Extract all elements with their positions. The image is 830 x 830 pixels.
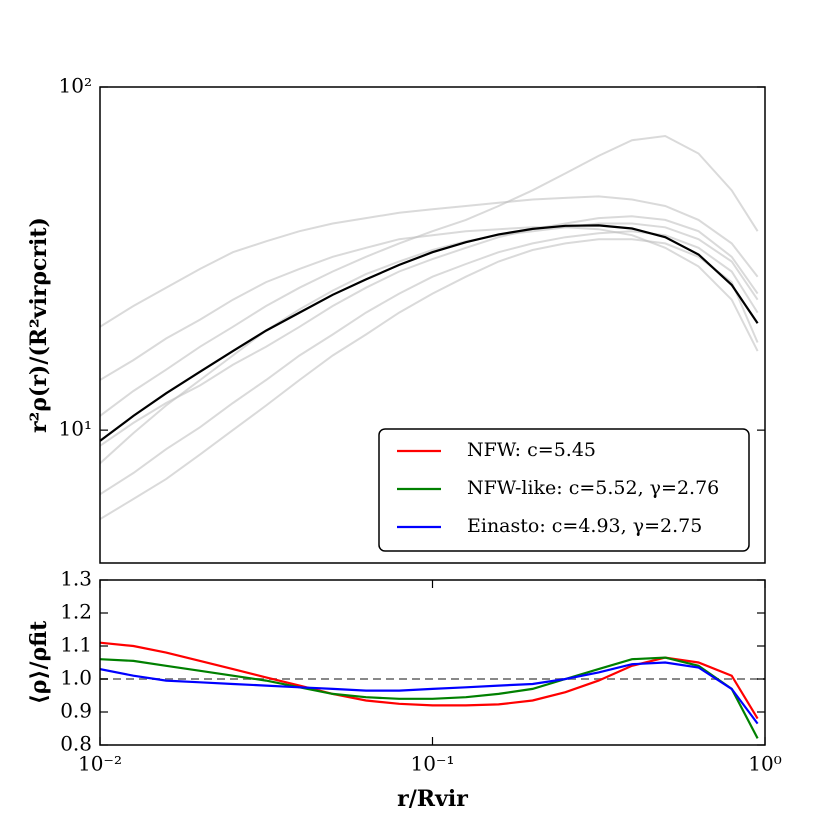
series-line xyxy=(100,641,759,720)
plot-area xyxy=(100,134,759,521)
series-line xyxy=(100,222,759,465)
plot-area xyxy=(100,641,765,739)
y-tick-label: 0.8 xyxy=(60,732,92,756)
y-axis-label: r²ρ(r)/(R²virρcrit) xyxy=(26,217,52,433)
x-tick-label: 10⁰ xyxy=(748,752,781,776)
series-line xyxy=(100,134,759,417)
legend-label: NFW: c=5.45 xyxy=(467,439,596,461)
series-line xyxy=(100,238,759,521)
y-tick-label: 1.0 xyxy=(60,666,92,690)
series-line xyxy=(100,224,759,442)
y-tick-label: 10¹ xyxy=(59,417,92,441)
x-tick-label: 10⁻¹ xyxy=(410,752,454,776)
series-line xyxy=(100,661,759,725)
x-axis-label: r/Rvir xyxy=(397,786,468,812)
y-tick-label: 1.1 xyxy=(60,633,92,657)
y-tick-label: 0.9 xyxy=(60,699,92,723)
series-line xyxy=(100,226,759,381)
series-line xyxy=(100,656,759,739)
y-tick-label: 1.2 xyxy=(60,600,92,624)
legend: NFW: c=5.45 NFW-like: c=5.52, γ=2.76 Einas… xyxy=(378,428,750,552)
y-axis-label: ⟨ρ⟩/ρfit xyxy=(26,620,52,704)
frame xyxy=(99,86,766,564)
legend-label: NFW-like: c=5.52, γ=2.76 xyxy=(467,477,719,499)
y-tick-label: 10² xyxy=(59,74,92,98)
y-tick-label: 1.3 xyxy=(60,567,92,591)
series-line xyxy=(100,195,759,328)
legend-box xyxy=(378,428,750,552)
series-line xyxy=(100,215,759,447)
legend-label: Einasto: c=4.93, γ=2.75 xyxy=(467,515,702,537)
x-tick-label: 10⁻² xyxy=(78,752,122,776)
